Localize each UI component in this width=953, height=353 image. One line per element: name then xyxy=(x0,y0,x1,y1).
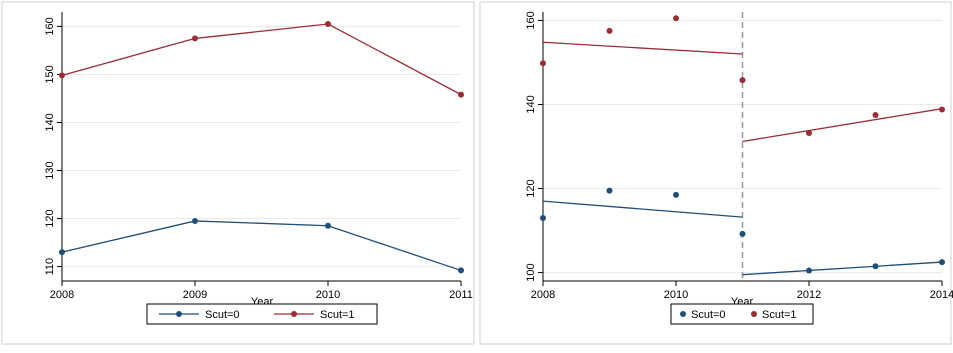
y-tick-label: 140 xyxy=(525,95,537,113)
legend-box xyxy=(670,303,814,325)
data-point xyxy=(325,222,331,229)
data-point xyxy=(540,214,546,221)
x-tick-label: 2010 xyxy=(316,289,340,301)
legend-label: Scut=0 xyxy=(691,309,726,321)
y-tick-label: 120 xyxy=(44,209,56,227)
panel-left-axes: 110 120 130 140 150 160 2008 2009 2010 2011 xyxy=(44,12,473,301)
data-point xyxy=(806,267,812,274)
data-point xyxy=(739,77,746,84)
series-line xyxy=(61,220,462,272)
panel-left-marks xyxy=(59,21,464,274)
y-tick-label: 150 xyxy=(44,65,56,83)
data-point xyxy=(458,91,464,98)
data-point xyxy=(739,230,746,237)
panel-left-frame xyxy=(1,1,475,345)
x-tick-label: 2010 xyxy=(664,289,688,301)
fit-line xyxy=(542,41,743,55)
y-tick-label: 100 xyxy=(525,263,537,281)
data-point xyxy=(939,106,945,113)
panel-right-legend: Scut=0 Scut=1 xyxy=(670,303,814,325)
data-point xyxy=(606,187,613,194)
y-tick-label: 120 xyxy=(525,179,537,197)
panel-right-marks xyxy=(540,12,945,281)
legend-label: Scut=1 xyxy=(762,309,797,321)
data-point xyxy=(192,35,198,42)
data-point xyxy=(325,21,331,28)
legend-marker xyxy=(291,311,297,317)
y-tick-label: 160 xyxy=(44,17,56,35)
x-tick-label: 2008 xyxy=(531,289,555,301)
legend-marker xyxy=(680,311,686,317)
series-line xyxy=(61,23,462,96)
fit-line xyxy=(742,108,943,143)
panel-left-grid xyxy=(62,25,461,268)
x-tick-label: 2008 xyxy=(50,289,74,301)
x-tick-label: 2014 xyxy=(930,289,953,301)
panel-left-legend: Scut=0 Scut=1 xyxy=(146,303,378,325)
x-tick-label: 2012 xyxy=(797,289,821,301)
data-point xyxy=(540,60,546,67)
data-point xyxy=(939,259,945,266)
legend-marker xyxy=(176,311,182,317)
panel-right-axes: 100 120 140 160 2008 2010 2012 2014 xyxy=(525,11,953,301)
panel-right-frame xyxy=(479,1,952,345)
data-point xyxy=(606,27,613,34)
data-point xyxy=(872,111,879,118)
data-point xyxy=(59,72,65,79)
x-tick-label: 2011 xyxy=(449,289,473,301)
fit-line xyxy=(742,261,943,276)
y-tick-label: 140 xyxy=(44,113,56,131)
data-point xyxy=(458,267,464,274)
data-point xyxy=(806,130,812,137)
legend-label: Scut=0 xyxy=(205,309,240,321)
legend-box xyxy=(146,303,378,325)
legend-marker xyxy=(751,311,757,317)
y-tick-label: 110 xyxy=(44,258,56,276)
x-tick-label: 2009 xyxy=(183,289,207,301)
y-tick-label: 160 xyxy=(525,11,537,29)
y-tick-label: 130 xyxy=(44,161,56,179)
data-point xyxy=(872,263,879,270)
data-point xyxy=(673,191,679,198)
data-point xyxy=(673,15,679,22)
legend-label: Scut=1 xyxy=(320,309,355,321)
fit-line xyxy=(542,200,743,218)
data-point xyxy=(59,249,65,256)
data-point xyxy=(192,217,198,224)
